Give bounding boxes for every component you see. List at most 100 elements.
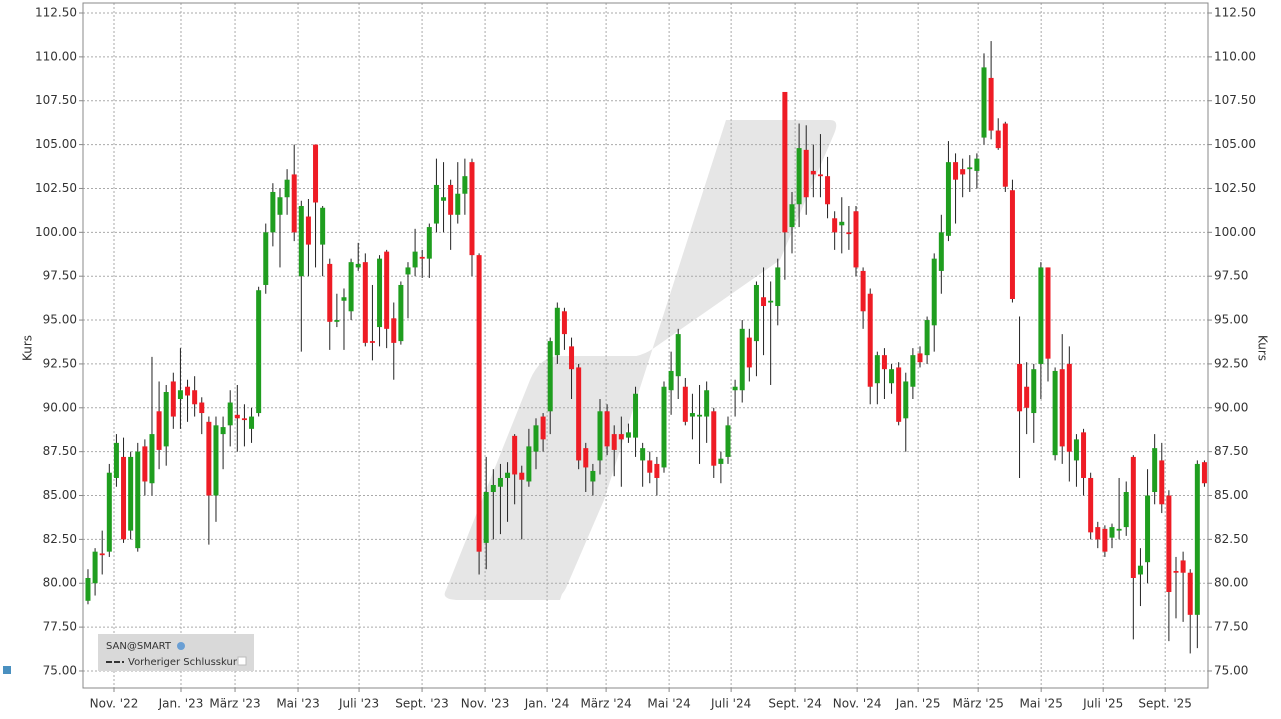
y-tick-label-right: 105.00: [1214, 137, 1256, 151]
candle-body: [170, 381, 176, 417]
candle-body: [569, 346, 575, 370]
x-tick-label: März '24: [580, 697, 631, 711]
x-tick-label: Mai '25: [1019, 697, 1062, 711]
candle-body: [711, 411, 717, 466]
candle-body: [185, 386, 191, 396]
candle-body: [732, 386, 738, 391]
candle-body: [945, 162, 951, 236]
y-tick-label-right: 87.50: [1214, 444, 1248, 458]
candle-body: [391, 318, 397, 343]
y-tick-label: 90.00: [43, 400, 77, 414]
candle-body: [227, 402, 233, 426]
candle-body: [249, 416, 255, 429]
y-tick-label: 85.00: [43, 488, 77, 502]
candle-body: [576, 367, 582, 461]
candle-body: [995, 130, 1001, 149]
x-tick-label: März '25: [953, 697, 1004, 711]
x-tick-label: Nov. '23: [461, 697, 510, 711]
y-tick-label: 105.00: [35, 137, 77, 151]
candle-body: [917, 353, 923, 363]
candle-body: [597, 411, 603, 461]
candle-body: [412, 251, 418, 268]
candle-body: [1088, 477, 1094, 533]
x-tick-label: Juli '25: [1082, 697, 1123, 711]
y-tick-label: 87.50: [43, 444, 77, 458]
x-tick-label: März '23: [209, 697, 260, 711]
candle-body: [497, 477, 503, 487]
candle-body: [128, 456, 134, 531]
candle-body: [121, 456, 127, 540]
candle-body: [462, 176, 468, 194]
candle-body: [540, 416, 546, 440]
candle-body: [433, 184, 439, 224]
candle-body: [583, 448, 589, 468]
candle-body: [291, 174, 297, 233]
y-tick-label: 100.00: [35, 225, 77, 239]
x-tick-label: Jan. '25: [895, 697, 941, 711]
candle-body: [1038, 267, 1044, 364]
legend-icon[interactable]: [177, 642, 185, 650]
candle-body: [554, 307, 560, 356]
candle-body: [149, 434, 155, 484]
candle-body: [1024, 386, 1030, 408]
candle-body: [974, 158, 980, 171]
candle-body: [782, 91, 788, 233]
candle-body: [369, 341, 375, 343]
candle-body: [1166, 495, 1172, 593]
x-tick-label: Juli '24: [710, 697, 751, 711]
candle-body: [505, 472, 511, 478]
legend-box: [98, 634, 254, 671]
candle-body: [718, 458, 724, 464]
candle-body: [526, 446, 532, 482]
candle-body: [483, 492, 489, 543]
candle-body: [618, 434, 624, 440]
y-tick-label: 80.00: [43, 576, 77, 590]
legend-checkbox[interactable]: [237, 656, 247, 666]
candle-body: [277, 197, 283, 215]
candle-body: [1066, 363, 1072, 452]
candle-body: [633, 393, 639, 438]
candle-body: [931, 258, 937, 326]
candle-body: [426, 227, 432, 259]
x-tick-label: Juli '23: [338, 697, 379, 711]
candle-body: [1130, 456, 1136, 578]
x-tick-label: Jan. '23: [158, 697, 204, 711]
candle-body: [889, 369, 895, 384]
candle-body: [1187, 572, 1193, 615]
candle-body: [590, 470, 596, 482]
x-tick-label: Mai '23: [276, 697, 319, 711]
candle-body: [455, 193, 461, 215]
candle-body: [874, 355, 880, 384]
candle-body: [789, 204, 795, 228]
y-tick-label-right: 75.00: [1214, 663, 1248, 677]
candle-body: [341, 297, 347, 301]
candle-body: [92, 551, 98, 584]
x-tick-label: Mai '24: [647, 697, 690, 711]
side-icon[interactable]: [3, 666, 11, 674]
candle-body: [213, 425, 219, 496]
candle-body: [298, 206, 304, 277]
candle-body: [981, 67, 987, 138]
candle-body: [1137, 565, 1143, 575]
candle-body: [135, 451, 141, 549]
candle-body: [647, 460, 653, 473]
candle-body: [192, 390, 198, 405]
candle-body: [1201, 462, 1207, 484]
candle-body: [661, 386, 667, 468]
candle-body: [113, 442, 119, 478]
candle-body: [348, 262, 354, 312]
candle-body: [533, 425, 539, 452]
candle-body: [284, 179, 290, 198]
y-tick-label: 112.50: [35, 6, 77, 20]
candle-body: [924, 320, 930, 356]
candle-body: [547, 341, 553, 412]
candle-body: [960, 169, 966, 175]
candle-body: [234, 414, 240, 419]
candle-body: [1152, 448, 1158, 493]
y-tick-label-right: 112.50: [1214, 6, 1256, 20]
candle-body: [675, 334, 681, 377]
candle-body: [832, 218, 838, 233]
y-axis-title: Kurs: [21, 335, 35, 361]
candle-body: [704, 390, 710, 417]
